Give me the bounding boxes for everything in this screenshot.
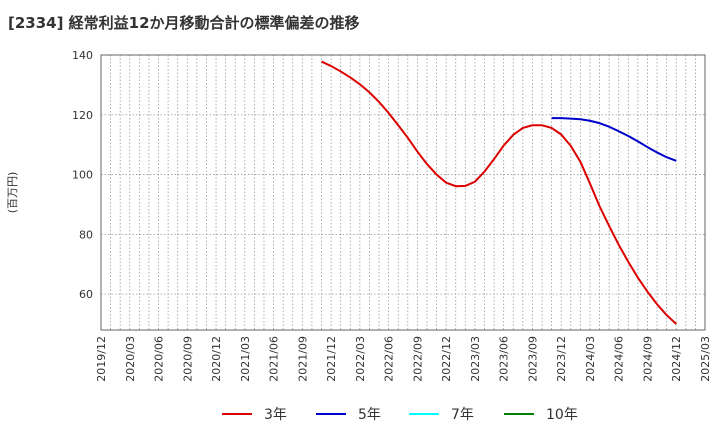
y-tick-label: 140: [72, 49, 93, 62]
x-tick-label: 2021/09: [296, 336, 309, 382]
x-tick-label: 2022/03: [354, 336, 367, 382]
x-tick-label: 2024/09: [641, 336, 654, 382]
legend-label: 10年: [546, 407, 578, 423]
plot-area: [100, 54, 706, 331]
y-tick-label: 120: [72, 109, 93, 122]
legend-label: 7年: [451, 407, 474, 423]
grid: [101, 54, 705, 330]
x-tick-label: 2024/06: [613, 336, 626, 382]
x-tick-label: 2023/03: [469, 336, 482, 382]
x-tick-label: 2020/06: [153, 336, 166, 382]
x-tick-label: 2024/03: [584, 336, 597, 382]
x-tick-label: 2020/03: [124, 336, 137, 382]
y-tick-label: 80: [79, 228, 93, 241]
legend: 3年 5年 7年 10年: [222, 407, 578, 423]
legend-label: 5年: [358, 407, 381, 423]
y-axis-ticks: 60 80 100 120 140: [72, 49, 93, 301]
legend-label: 3年: [264, 407, 287, 423]
series-line-3年: [321, 60, 677, 325]
y-axis-label: (百万円): [6, 172, 19, 214]
x-tick-label: 2023/12: [555, 336, 568, 382]
x-axis-ticks: 2019/12 2020/03 2020/06 2020/09 2020/12 2021/…: [95, 336, 712, 382]
x-tick-label: 2020/09: [181, 336, 194, 382]
series-line-5年: [551, 117, 677, 162]
x-tick-label: 2021/03: [239, 336, 252, 382]
x-tick-label: 2020/12: [210, 336, 223, 382]
x-tick-label: 2021/06: [268, 336, 281, 382]
y-tick-label: 100: [72, 169, 93, 182]
x-tick-label: 2022/09: [411, 336, 424, 382]
x-tick-label: 2023/06: [498, 336, 511, 382]
x-tick-label: 2024/12: [670, 336, 683, 382]
series-lines: [321, 60, 677, 325]
y-tick-label: 60: [79, 288, 93, 301]
chart-title: [2334] 経常利益12か月移動合計の標準偏差の推移: [8, 14, 360, 32]
x-tick-label: 2023/09: [526, 336, 539, 382]
x-tick-label: 2025/03: [699, 336, 712, 382]
x-tick-label: 2019/12: [95, 336, 108, 382]
x-tick-label: 2022/12: [440, 336, 453, 382]
x-tick-label: 2022/06: [383, 336, 396, 382]
x-tick-label: 2021/12: [325, 336, 338, 382]
